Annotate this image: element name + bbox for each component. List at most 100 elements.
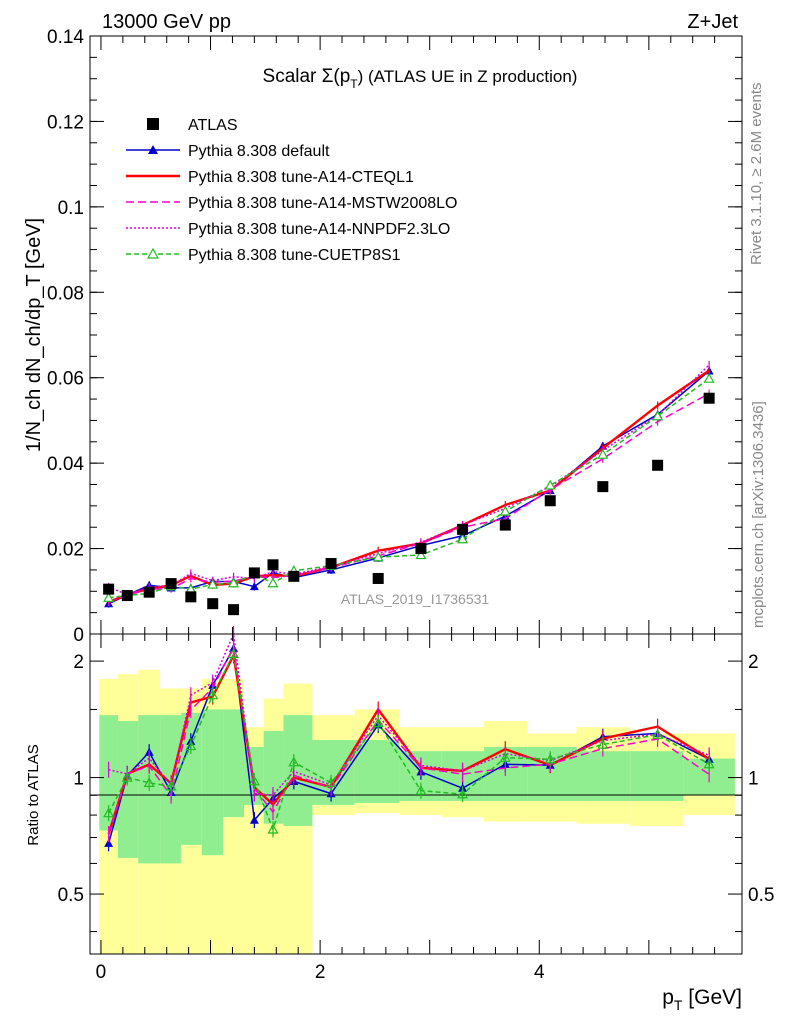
series-point	[207, 578, 219, 589]
ratio-tick-label-right: 2	[748, 652, 759, 673]
x-tick-label: 2	[315, 962, 326, 983]
ratio-point	[104, 838, 114, 847]
series-point	[372, 551, 384, 562]
ratio-marks	[103, 625, 715, 852]
atlas-point	[457, 523, 469, 535]
y-tick-label: 0.06	[47, 369, 84, 390]
x-axis-label: pT [GeV]	[662, 986, 742, 1013]
series-line	[108, 369, 710, 604]
y-tick-label: 0.02	[47, 540, 84, 561]
atlas-point	[267, 559, 279, 571]
main-panel: 0 0.02 0.04 0.06 0.08 0.1 0.12 0.14	[47, 27, 743, 646]
series-point	[228, 577, 240, 588]
mcplots-label: mcplots.cern.ch [arXiv:1306.3436]	[750, 401, 767, 628]
y-tick-label: 0	[73, 625, 84, 646]
series-line	[108, 370, 710, 605]
ratio-point	[544, 753, 556, 764]
ratio-point	[325, 777, 337, 787]
series-point	[103, 591, 115, 602]
series-line	[108, 364, 710, 596]
legend-marker	[146, 247, 160, 259]
ratio-band-inner-bin	[354, 740, 400, 803]
legend-marker-atlas	[147, 118, 159, 130]
y-tick-label: 0.12	[47, 112, 84, 133]
ratio-tick-label-right: 0.5	[748, 885, 774, 906]
ratio-point	[228, 648, 240, 659]
ratio-band-inner-bin	[117, 721, 139, 858]
ratio-tick-label-right: 1	[748, 769, 759, 790]
series-point	[457, 533, 469, 544]
y-axis-label: 1/N_ch dN_ch/dp_T [GeV]	[23, 218, 45, 452]
ratio-point	[103, 807, 115, 818]
series-point	[652, 410, 664, 421]
atlas-point	[415, 543, 427, 555]
ratio-point	[207, 689, 219, 700]
ratio-tick-label: 1	[73, 769, 84, 790]
series-point	[249, 582, 259, 591]
legend-label: Pythia 8.308 tune-CUETP8S1	[188, 247, 401, 264]
ratio-band-inner-bin	[223, 709, 244, 818]
analysis-watermark: ATLAS_2019_I1736531	[341, 591, 490, 607]
header-right: Z+Jet	[687, 11, 738, 33]
y-tick-label: 0.04	[47, 454, 84, 475]
ratio-point	[652, 728, 664, 739]
atlas-point	[228, 604, 240, 616]
ratio-point	[457, 788, 469, 799]
atlas-point	[143, 586, 155, 598]
atlas-point	[597, 481, 609, 493]
ratio-point	[372, 717, 384, 728]
header-left: 13000 GeV pp	[102, 11, 231, 33]
atlas-point	[165, 578, 177, 590]
atlas-point	[103, 583, 115, 595]
series-line	[108, 377, 710, 599]
ratio-band-inner-bin	[576, 751, 631, 801]
series-point	[499, 505, 511, 516]
ratio-axis-label: Ratio to ATLAS	[25, 744, 42, 845]
ratio-point	[248, 775, 260, 786]
ratio-point	[249, 815, 259, 824]
atlas-point	[372, 572, 384, 584]
atlas-point	[544, 495, 556, 507]
ratio-point	[288, 756, 300, 767]
ratio-band-inner-bin	[180, 712, 202, 845]
ratio-point	[185, 740, 197, 751]
ratio-point	[703, 758, 715, 769]
y-tick-label: 0.1	[58, 198, 84, 219]
atlas-point	[207, 598, 219, 610]
series-point	[267, 577, 279, 588]
ratio-point	[597, 738, 609, 749]
main-axis-ticks: 0 0.02 0.04 0.06 0.08 0.1 0.12 0.14	[47, 27, 742, 646]
series-point	[415, 549, 427, 560]
legend-label: Pythia 8.308 tune-A14-MSTW2008LO	[188, 195, 457, 212]
atlas-point	[248, 567, 260, 579]
ratio-band-inner-bin	[201, 709, 224, 856]
x-tick-label: 0	[96, 962, 107, 983]
y-tick-label: 0.08	[47, 283, 84, 304]
plot-title: Scalar Σ(pT) (ATLAS UE in Z production)	[263, 66, 578, 91]
ratio-point	[415, 784, 427, 795]
atlas-point	[121, 590, 133, 602]
atlas-point	[499, 519, 511, 531]
series-line	[108, 392, 710, 603]
legend: ATLAS Pythia 8.308 default Pythia 8.308 tu…	[126, 117, 457, 264]
atlas-point	[288, 570, 300, 582]
ratio-axis-ticks: 0.5 0.5 1 1 2 2 0 2 4	[58, 634, 774, 983]
series-point	[597, 448, 609, 459]
ratio-point	[121, 771, 133, 782]
atlas-point	[325, 558, 337, 570]
rivet-label: Rivet 3.1.10, ≥ 2.6M events	[748, 83, 765, 266]
ratio-point	[499, 751, 511, 762]
y-tick-label: 0.14	[47, 27, 84, 48]
series-point	[703, 372, 715, 383]
x-tick-label: 4	[534, 962, 545, 983]
legend-label-atlas: ATLAS	[188, 117, 238, 134]
legend-marker	[148, 145, 158, 154]
atlas-point	[652, 459, 664, 471]
ratio-point	[165, 780, 177, 791]
legend-label: Pythia 8.308 tune-A14-NNPDF2.3LO	[188, 221, 450, 238]
main-marks	[103, 360, 715, 616]
legend-label: Pythia 8.308 tune-A14-CTEQL1	[188, 169, 414, 186]
ratio-point	[143, 777, 155, 788]
ratio-tick-label: 2	[73, 652, 84, 673]
